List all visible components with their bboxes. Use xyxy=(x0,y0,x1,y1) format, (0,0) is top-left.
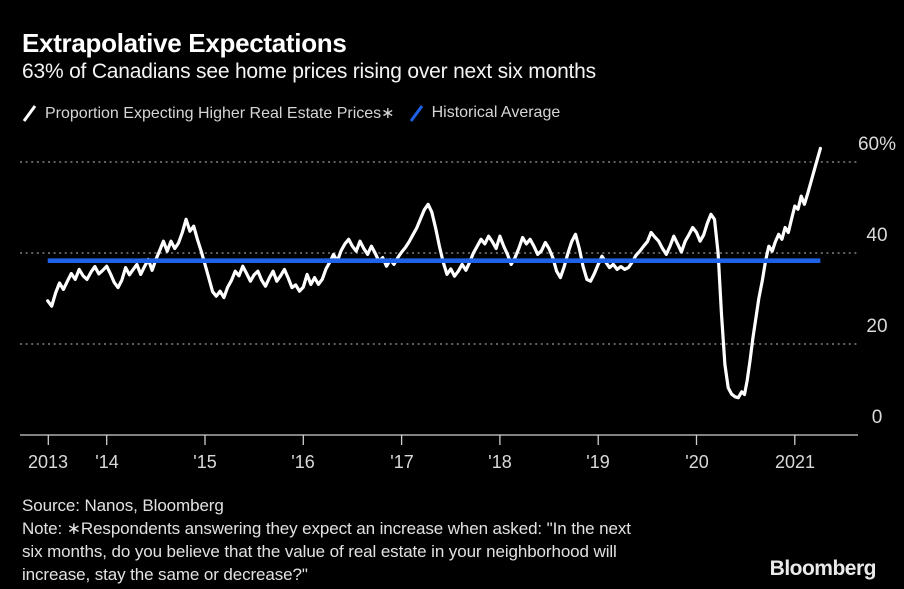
footer-note-line: increase, stay the same or decrease?" xyxy=(22,565,308,584)
bloomberg-logo: Bloomberg xyxy=(769,557,877,580)
proportion-expecting-line xyxy=(46,146,823,400)
x-tick-label: 2013 xyxy=(27,452,69,472)
footer-note-line: Note: ∗Respondents answering they expect… xyxy=(22,519,631,538)
x-tick-label: '15 xyxy=(193,452,217,472)
legend-item-label: Proportion Expecting Higher Real Estate … xyxy=(45,105,395,122)
y-tick-label: 20 xyxy=(866,316,888,337)
page-title: Extrapolative Expectations xyxy=(22,28,347,58)
legend-item-label: Historical Average xyxy=(431,104,561,121)
y-tick-label: 60% xyxy=(857,134,897,155)
x-tick-label: '14 xyxy=(95,452,119,472)
x-tick-label: '19 xyxy=(586,452,610,472)
legend-item-average: Historical Average xyxy=(409,104,561,123)
white-slash-icon xyxy=(22,104,37,122)
x-tick-label: '18 xyxy=(488,452,512,472)
legend: Proportion Expecting Higher Real Estate … xyxy=(22,103,560,123)
x-tick-label: '20 xyxy=(685,452,709,472)
y-tick-label: 40 xyxy=(866,225,888,246)
footer-source: Source: Nanos, Bloomberg xyxy=(22,496,224,515)
footer: Source: Nanos, Bloomberg Note: ∗Responde… xyxy=(22,494,631,586)
legend-item-proportion: Proportion Expecting Higher Real Estate … xyxy=(22,103,395,123)
x-tick-label: '17 xyxy=(390,452,414,472)
page-subtitle: 63% of Canadians see home prices rising … xyxy=(22,60,596,83)
x-tick-label: '16 xyxy=(291,452,315,472)
x-tick-label: 2021 xyxy=(774,452,816,472)
blue-slash-icon xyxy=(409,104,423,122)
y-tick-label: 0 xyxy=(871,407,883,428)
footer-note-line: six months, do you believe that the valu… xyxy=(22,542,617,561)
footer-note: Note: ∗Respondents answering they expect… xyxy=(22,517,631,586)
